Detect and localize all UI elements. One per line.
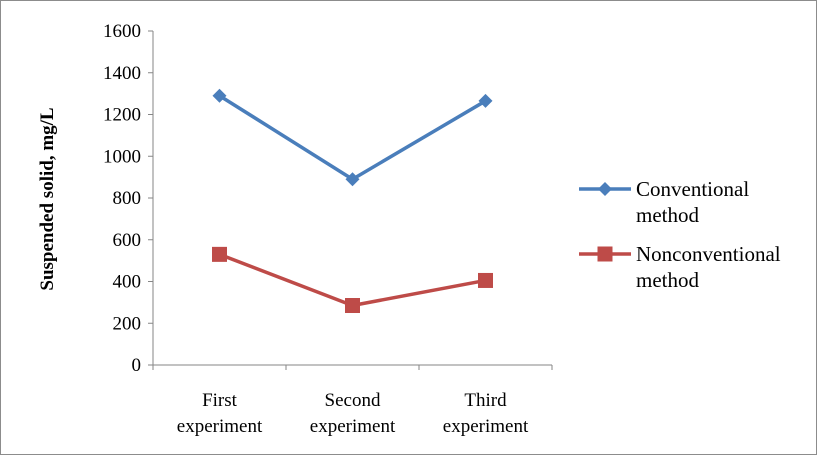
y-tick-label: 400 <box>113 272 142 293</box>
legend-marker <box>597 246 613 262</box>
series-line <box>218 252 486 308</box>
legend-entry: Conventional method <box>579 177 749 227</box>
x-tick-label: First experiment <box>177 390 263 437</box>
axes <box>152 31 552 366</box>
y-tick-labels: 0 200 400 600 800 1000 1200 1400 1600 <box>103 21 153 376</box>
series-layer <box>212 88 493 314</box>
series-0 <box>212 88 493 187</box>
data-point <box>478 93 493 108</box>
y-tick-label: 1600 <box>103 21 141 42</box>
legend-entry: Nonconventional method <box>579 242 781 292</box>
series-line <box>218 94 487 181</box>
legend-label: Nonconventional method <box>636 242 781 292</box>
data-point <box>478 272 493 288</box>
y-tick-label: 200 <box>113 313 142 334</box>
legend-label: Conventional method <box>636 177 749 227</box>
data-point <box>345 298 360 314</box>
y-tick-label: 0 <box>132 355 142 376</box>
x-tick-label: Second experiment <box>310 390 396 437</box>
y-tick-label: 600 <box>113 230 142 251</box>
legend: Conventional method Nonconventional method <box>579 177 781 292</box>
y-tick-label: 1000 <box>103 146 141 167</box>
x-tick-labels: First experiment Second experiment Third expe… <box>152 365 553 437</box>
x-tick-label: Third experiment <box>443 390 529 437</box>
y-axis-label: Suspended solid, mg/L <box>37 107 58 290</box>
y-tick-label: 1400 <box>103 63 141 84</box>
legend-marker <box>598 182 612 196</box>
y-tick-label: 1200 <box>103 105 141 126</box>
y-tick-label: 800 <box>113 188 142 209</box>
data-point <box>212 246 227 262</box>
series-1 <box>212 246 493 314</box>
data-point <box>345 172 360 187</box>
data-point <box>212 88 227 103</box>
